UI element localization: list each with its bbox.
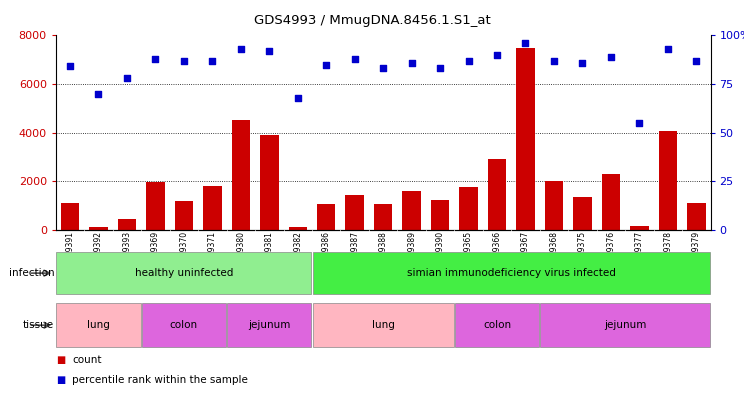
- Text: GSM1249386: GSM1249386: [321, 231, 331, 282]
- Bar: [312, 252, 710, 294]
- Text: lung: lung: [87, 320, 110, 330]
- Bar: [540, 303, 710, 347]
- Text: colon: colon: [483, 320, 511, 330]
- Bar: [317, 204, 336, 230]
- Bar: [630, 226, 649, 230]
- Text: percentile rank within the sample: percentile rank within the sample: [72, 375, 248, 385]
- Bar: [227, 303, 312, 347]
- Point: [605, 53, 617, 60]
- Point: [577, 59, 589, 66]
- Text: GSM1249370: GSM1249370: [179, 231, 188, 282]
- Point: [292, 94, 304, 101]
- Bar: [687, 203, 705, 230]
- Bar: [175, 201, 193, 230]
- Text: GSM1249378: GSM1249378: [664, 231, 673, 282]
- Point: [150, 55, 161, 62]
- Bar: [516, 48, 535, 230]
- Bar: [431, 200, 449, 230]
- Bar: [658, 131, 677, 230]
- Bar: [61, 203, 80, 230]
- Point: [491, 51, 503, 58]
- Point: [662, 46, 674, 52]
- Bar: [455, 303, 539, 347]
- Text: GSM1249377: GSM1249377: [635, 231, 644, 282]
- Point: [92, 90, 104, 97]
- Text: GSM1249366: GSM1249366: [493, 231, 501, 282]
- Text: GSM1249369: GSM1249369: [151, 231, 160, 282]
- Text: GSM1249379: GSM1249379: [692, 231, 701, 282]
- Bar: [312, 303, 454, 347]
- Point: [206, 57, 218, 64]
- Bar: [260, 135, 278, 230]
- Text: GSM1249367: GSM1249367: [521, 231, 530, 282]
- Bar: [573, 197, 591, 230]
- Point: [235, 46, 247, 52]
- Point: [405, 59, 417, 66]
- Point: [463, 57, 475, 64]
- Text: GSM1249371: GSM1249371: [208, 231, 217, 282]
- Bar: [488, 160, 506, 230]
- Text: lung: lung: [372, 320, 394, 330]
- Point: [690, 57, 702, 64]
- Bar: [345, 195, 364, 230]
- Text: GDS4993 / MmugDNA.8456.1.S1_at: GDS4993 / MmugDNA.8456.1.S1_at: [254, 14, 490, 27]
- Bar: [146, 182, 164, 230]
- Text: infection: infection: [9, 268, 54, 278]
- Bar: [57, 252, 312, 294]
- Bar: [118, 219, 136, 230]
- Point: [320, 61, 332, 68]
- Point: [64, 63, 76, 70]
- Point: [633, 120, 645, 126]
- Text: GSM1249368: GSM1249368: [550, 231, 559, 282]
- Bar: [403, 191, 421, 230]
- Text: tissue: tissue: [23, 320, 54, 330]
- Bar: [374, 204, 392, 230]
- Point: [548, 57, 560, 64]
- Bar: [203, 186, 222, 230]
- Text: GSM1249387: GSM1249387: [350, 231, 359, 282]
- Text: GSM1249381: GSM1249381: [265, 231, 274, 282]
- Text: ■: ■: [56, 375, 65, 385]
- Text: GSM1249380: GSM1249380: [237, 231, 246, 282]
- Text: ■: ■: [56, 356, 65, 365]
- Text: GSM1249391: GSM1249391: [65, 231, 74, 282]
- Text: GSM1249390: GSM1249390: [435, 231, 445, 282]
- Text: jejunum: jejunum: [604, 320, 647, 330]
- Text: count: count: [72, 356, 102, 365]
- Text: GSM1249392: GSM1249392: [94, 231, 103, 282]
- Text: GSM1249389: GSM1249389: [407, 231, 416, 282]
- Point: [377, 65, 389, 72]
- Point: [178, 57, 190, 64]
- Point: [121, 75, 133, 81]
- Text: GSM1249393: GSM1249393: [123, 231, 132, 282]
- Text: colon: colon: [170, 320, 198, 330]
- Text: GSM1249376: GSM1249376: [606, 231, 615, 282]
- Bar: [89, 227, 108, 230]
- Bar: [459, 187, 478, 230]
- Bar: [545, 181, 563, 230]
- Point: [519, 40, 531, 46]
- Bar: [142, 303, 226, 347]
- Bar: [602, 174, 620, 230]
- Point: [263, 48, 275, 54]
- Text: simian immunodeficiency virus infected: simian immunodeficiency virus infected: [407, 268, 616, 278]
- Text: healthy uninfected: healthy uninfected: [135, 268, 233, 278]
- Text: GSM1249375: GSM1249375: [578, 231, 587, 282]
- Text: GSM1249388: GSM1249388: [379, 231, 388, 282]
- Bar: [289, 228, 307, 230]
- Text: jejunum: jejunum: [248, 320, 290, 330]
- Bar: [57, 303, 141, 347]
- Text: GSM1249382: GSM1249382: [293, 231, 302, 282]
- Point: [349, 55, 361, 62]
- Text: GSM1249365: GSM1249365: [464, 231, 473, 282]
- Point: [434, 65, 446, 72]
- Bar: [231, 121, 250, 230]
